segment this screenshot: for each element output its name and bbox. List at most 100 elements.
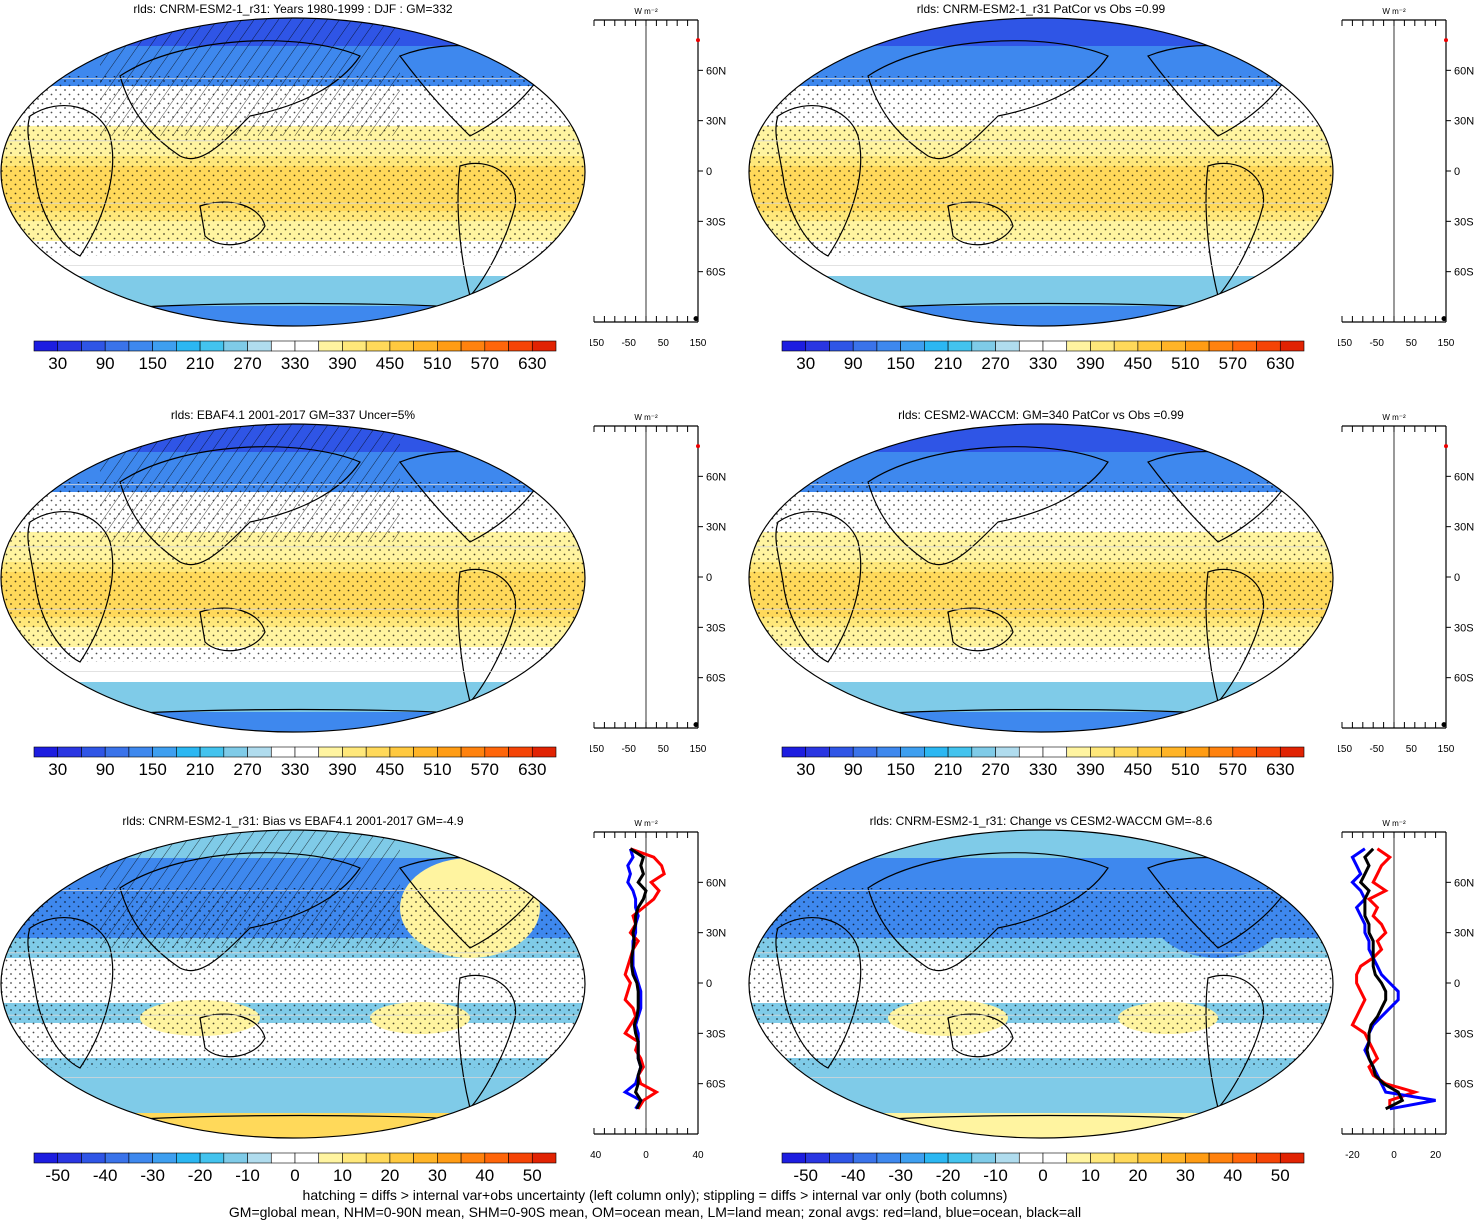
zonal-x-tick-label: 150 xyxy=(1438,744,1455,755)
colorbar-tick-label: 20 xyxy=(1128,1166,1148,1185)
map-panel-5: rlds: CNRM-ESM2-1_r31: Bias vs EBAF4.1 2… xyxy=(0,812,740,1212)
colorbar-swatch xyxy=(176,746,201,758)
colorbar-swatch xyxy=(1279,746,1305,758)
zonal-x-tick-label: 150 xyxy=(1438,338,1455,349)
colorbar xyxy=(781,1152,1305,1164)
zonal-series-line xyxy=(1350,847,1420,1109)
colorbar-swatch xyxy=(247,746,272,758)
map-panel-3: rlds: EBAF4.1 2001-2017 GM=337 Uncer=5% 3… xyxy=(0,406,740,806)
colorbar-swatch xyxy=(805,1152,830,1164)
zonal-lat-label: 30N xyxy=(706,116,726,128)
colorbar-tick-label: 390 xyxy=(1076,354,1105,373)
robinson-map xyxy=(0,17,586,327)
zonal-x-tick-label: -20 xyxy=(1345,1150,1360,1161)
colorbar-swatch xyxy=(365,1152,391,1164)
colorbar-swatch xyxy=(33,1152,59,1164)
colorbar-swatch xyxy=(81,340,106,352)
colorbar-tick-label: -30 xyxy=(140,1166,165,1185)
panel-title: rlds: EBAF4.1 2001-2017 GM=337 Uncer=5% xyxy=(170,408,416,422)
colorbar-swatch xyxy=(1090,1152,1115,1164)
colorbar-tick-label: 270 xyxy=(233,354,262,373)
panel-title: rlds: CNRM-ESM2-1_r31 PatCor vs Obs =0.9… xyxy=(916,2,1166,16)
colorbar-swatch xyxy=(805,746,830,758)
colorbar-tick-label: 630 xyxy=(518,760,547,779)
colorbar-swatch xyxy=(947,340,973,352)
zonal-unit-label: W m⁻² xyxy=(634,413,658,422)
colorbar-tick-label: 510 xyxy=(1171,354,1200,373)
colorbar-tick-label: 390 xyxy=(328,760,357,779)
colorbar-swatch xyxy=(342,340,367,352)
colorbar-swatch xyxy=(876,1152,901,1164)
colorbar-tick-label: 390 xyxy=(328,354,357,373)
colorbar-swatch xyxy=(1137,746,1162,758)
colorbar-swatch xyxy=(270,746,296,758)
panel-title: rlds: CNRM-ESM2-1_r31: Bias vs EBAF4.1 2… xyxy=(122,814,464,828)
colorbar-swatch xyxy=(924,340,949,352)
colorbar-swatch xyxy=(1090,746,1115,758)
zonal-series-line xyxy=(623,847,666,1110)
zonal-lat-label: 30S xyxy=(1454,216,1474,228)
colorbar-swatch xyxy=(947,1152,973,1164)
colorbar-swatch xyxy=(1232,746,1257,758)
zonal-mean-panel: W m⁻² 60N 30N 0 30S 60S -150 -50 50 150 xyxy=(1338,413,1474,755)
zonal-x-tick-label: 50 xyxy=(1406,338,1418,349)
robinson-map xyxy=(748,423,1334,733)
zonal-lat-label: 0 xyxy=(706,166,712,178)
zonal-lat-label: 30N xyxy=(1454,522,1474,534)
zonal-lat-label: 60S xyxy=(1454,673,1474,685)
colorbar-tick-label: 90 xyxy=(95,354,115,373)
colorbar-tick-label: 10 xyxy=(332,1166,352,1185)
colorbar-tick-label: 40 xyxy=(475,1166,495,1185)
colorbar-swatch xyxy=(1256,746,1281,758)
colorbar-tick-label: -20 xyxy=(187,1166,213,1185)
colorbar-swatch xyxy=(1208,340,1234,352)
colorbar-swatch xyxy=(1137,1152,1162,1164)
colorbar-tick-label: 210 xyxy=(185,354,215,373)
colorbar-swatch xyxy=(1042,746,1068,758)
colorbar-swatch xyxy=(270,1152,296,1164)
colorbar-swatch xyxy=(1018,1152,1044,1164)
colorbar-swatch xyxy=(1185,746,1210,758)
colorbar-swatch xyxy=(995,746,1020,758)
colorbar xyxy=(781,340,1305,352)
colorbar-tick-label: -40 xyxy=(92,1166,118,1185)
colorbar-swatch xyxy=(223,1152,248,1164)
colorbar-swatch xyxy=(1185,1152,1210,1164)
zonal-lat-label: 30N xyxy=(1454,116,1474,128)
zonal-marker xyxy=(693,722,699,728)
footer-line-2: GM=global mean, NHM=0-90N mean, SHM=0-90… xyxy=(228,1204,1082,1220)
colorbar-tick-label: 30 xyxy=(427,1166,447,1185)
colorbar xyxy=(33,1152,557,1164)
zonal-x-tick-label: 150 xyxy=(690,744,707,755)
zonal-x-tick-label: 50 xyxy=(1406,744,1418,755)
colorbar-swatch xyxy=(995,1152,1020,1164)
colorbar-swatch xyxy=(531,746,557,758)
colorbar-tick-label: -10 xyxy=(235,1166,260,1185)
colorbar-tick-label: 90 xyxy=(843,760,863,779)
colorbar-swatch xyxy=(81,746,106,758)
colorbar-swatch xyxy=(1256,340,1281,352)
colorbar-swatch xyxy=(365,746,391,758)
colorbar-swatch xyxy=(876,340,901,352)
zonal-marker xyxy=(696,444,700,449)
zonal-lat-label: 60S xyxy=(1454,1079,1474,1091)
zonal-x-tick-label: -150 xyxy=(590,338,604,349)
zonal-marker xyxy=(693,316,699,322)
colorbar-swatch xyxy=(270,340,296,352)
zonal-lat-label: 60S xyxy=(1454,267,1474,279)
zonal-x-tick-label: -50 xyxy=(621,338,636,349)
zonal-unit-label: W m⁻² xyxy=(1382,819,1406,828)
colorbar-tick-label: 30 xyxy=(48,760,68,779)
colorbar-tick-label: 150 xyxy=(138,354,167,373)
map-panel-4: rlds: CESM2-WACCM: GM=340 PatCor vs Obs … xyxy=(748,406,1483,806)
zonal-x-tick-label: -150 xyxy=(1338,338,1352,349)
colorbar-swatch xyxy=(924,746,949,758)
zonal-lat-label: 30S xyxy=(706,216,726,228)
colorbar-tick-label: 450 xyxy=(375,354,405,373)
colorbar-tick-label: 30 xyxy=(796,760,816,779)
zonal-lat-label: 30S xyxy=(706,1028,726,1040)
colorbar-swatch xyxy=(1113,746,1139,758)
colorbar-swatch xyxy=(199,746,225,758)
colorbar-swatch xyxy=(829,340,854,352)
colorbar-swatch xyxy=(389,1152,414,1164)
